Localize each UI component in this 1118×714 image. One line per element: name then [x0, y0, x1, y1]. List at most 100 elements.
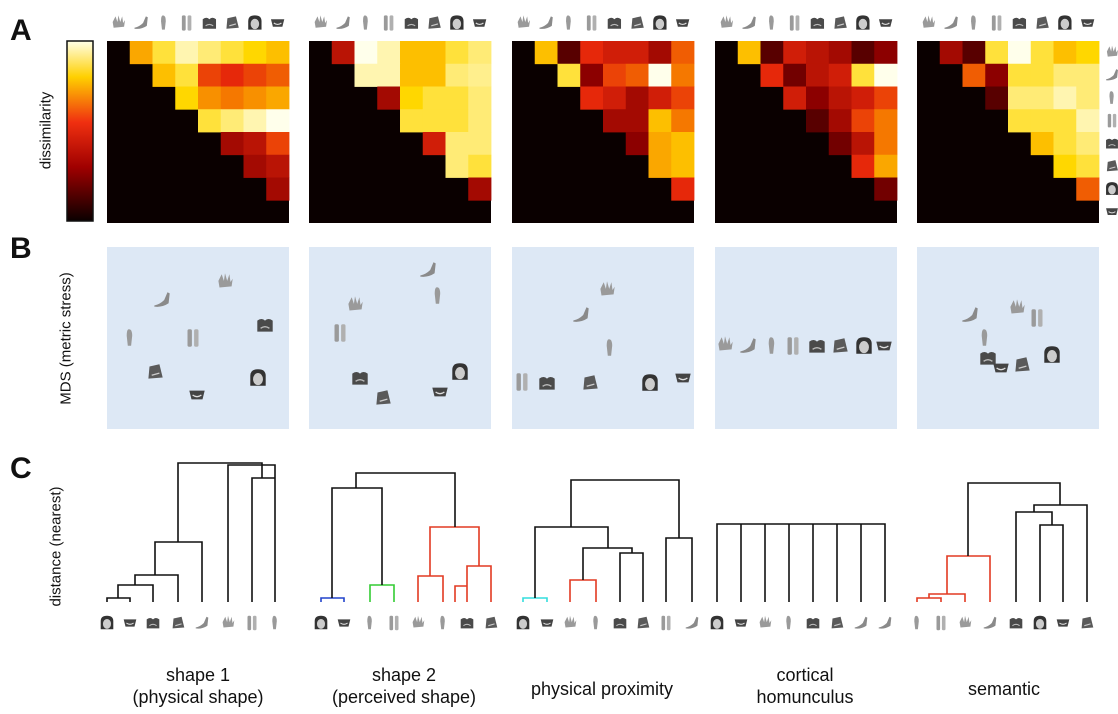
body-part-icon: [428, 16, 441, 29]
rdm-cell: [445, 154, 469, 178]
rdm-cell: [1030, 109, 1054, 133]
body-part-icon: [1012, 17, 1027, 29]
rdm-cell: [828, 63, 852, 87]
rdm-cell: [198, 63, 222, 87]
body-part-icon: [148, 364, 163, 379]
rdm-cell: [220, 109, 244, 133]
rdm-cell: [939, 41, 963, 65]
rdm-cell: [534, 41, 558, 65]
rdm-cell: [806, 41, 830, 65]
body-part-icon: [434, 287, 441, 304]
rdm-cell: [1053, 41, 1077, 65]
panel-letter-a: A: [10, 14, 32, 47]
body-part-icon: [1058, 15, 1072, 30]
body-part-icon: [383, 15, 394, 31]
rdm-cell: [828, 86, 852, 110]
dendrogram-link: [967, 482, 1061, 556]
body-part-icon: [250, 369, 266, 386]
rdm-cell: [266, 86, 290, 110]
body-part-icon: [833, 338, 848, 353]
dendrogram-link: [251, 477, 275, 602]
body-part-icon: [734, 619, 748, 627]
body-part-icon: [172, 616, 185, 629]
body-part-icon: [432, 387, 448, 397]
body-part-icon: [270, 19, 285, 27]
body-part-icon: [983, 616, 997, 629]
body-part-icon: [685, 616, 699, 629]
body-part-icon: [856, 15, 870, 30]
rdm-cell: [851, 132, 875, 156]
mds-background: [309, 247, 491, 429]
body-part-icon: [334, 324, 346, 342]
dendrogram: [710, 523, 892, 630]
rdm-cell: [445, 109, 469, 133]
rdm-cell: [874, 132, 898, 156]
rdm-cell: [175, 41, 199, 65]
body-part-icon: [914, 615, 919, 630]
body-part-icon: [539, 16, 553, 29]
rdm-cell: [671, 86, 695, 110]
body-part-icon: [126, 329, 133, 346]
body-part-icon: [962, 307, 978, 322]
body-part-icon: [1106, 182, 1118, 195]
body-part-icon: [363, 15, 368, 30]
body-part-icon: [971, 15, 976, 30]
rdm-cell: [625, 132, 649, 156]
rdm-cell: [377, 41, 401, 65]
rdm-cell: [671, 109, 695, 133]
rdm-cell: [851, 41, 875, 65]
model-label-line2: (perceived shape): [331, 687, 477, 707]
dendrogram-link: [522, 597, 548, 602]
rdm-cell: [671, 154, 695, 178]
body-part-icon: [412, 615, 425, 628]
rdm-cell: [671, 132, 695, 156]
rdm-cell: [580, 41, 604, 65]
colorbar: [66, 40, 94, 222]
dendrogram: [100, 462, 277, 631]
body-part-icon: [566, 15, 571, 30]
body-part-icon: [472, 19, 487, 27]
rdm-cell: [1053, 63, 1077, 87]
model-label-line1: semantic: [967, 679, 1041, 699]
body-part-icon: [1010, 299, 1025, 314]
rdm-cell: [422, 86, 446, 110]
rdm-cell: [1053, 109, 1077, 133]
rdm-cell: [175, 86, 199, 110]
rdm-cell: [874, 63, 898, 87]
body-part-icon: [675, 19, 690, 27]
rdm-cell: [648, 63, 672, 87]
mds-plot: [309, 247, 491, 429]
body-part-icon: [314, 615, 328, 630]
dendrogram-link: [117, 584, 154, 602]
model-label: physical proximity: [507, 678, 697, 700]
body-part-icon: [187, 329, 199, 347]
rdm-cell: [962, 41, 986, 65]
body-part-icon: [854, 616, 868, 629]
rdm-cell: [422, 63, 446, 87]
panel-letter-b: B: [10, 232, 32, 265]
body-part-icon: [593, 615, 598, 630]
body-part-icon: [1033, 615, 1047, 630]
dendrogram-link: [665, 537, 693, 602]
body-part-icon: [759, 615, 772, 628]
rdm-cell: [1076, 86, 1100, 110]
body-part-icon: [460, 618, 474, 629]
rdm-cell: [1076, 41, 1100, 65]
dendrogram-link: [134, 574, 179, 602]
dendrogram-link: [429, 526, 480, 576]
dendrogram-link: [619, 552, 644, 602]
body-part-icon: [1106, 45, 1118, 57]
rdm-cell: [220, 86, 244, 110]
mds-plot: [715, 247, 897, 429]
model-label-line2: (physical shape): [132, 687, 264, 707]
dendrogram-link: [369, 584, 395, 602]
body-part-icon: [389, 615, 399, 631]
body-part-icon: [740, 338, 756, 353]
rdm-cell: [1053, 154, 1077, 178]
rdm-cell: [377, 63, 401, 87]
body-part-icon: [809, 339, 825, 353]
body-part-icon: [218, 273, 233, 288]
rdm-cell: [354, 63, 378, 87]
body-part-icon: [540, 619, 554, 627]
body-part-icon: [112, 15, 126, 28]
